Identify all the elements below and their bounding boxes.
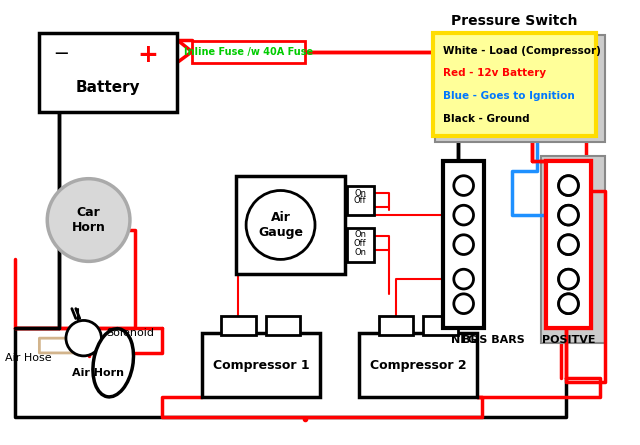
FancyBboxPatch shape [541, 156, 605, 343]
Circle shape [559, 269, 579, 289]
Circle shape [454, 205, 474, 225]
FancyBboxPatch shape [346, 228, 374, 263]
Text: On: On [355, 231, 366, 239]
FancyBboxPatch shape [443, 161, 484, 328]
Text: Red - 12v Battery: Red - 12v Battery [443, 69, 546, 78]
Text: Car
Horn: Car Horn [72, 206, 106, 234]
FancyBboxPatch shape [433, 33, 596, 136]
Circle shape [559, 176, 579, 195]
Ellipse shape [93, 329, 134, 397]
FancyBboxPatch shape [547, 161, 591, 328]
Circle shape [454, 176, 474, 195]
Text: BUS BARS: BUS BARS [462, 335, 525, 345]
Circle shape [246, 190, 315, 259]
Text: Compressor 1: Compressor 1 [212, 359, 309, 372]
Text: POSITVE: POSITVE [541, 335, 595, 345]
Circle shape [559, 205, 579, 225]
Circle shape [454, 294, 474, 314]
Text: Off: Off [354, 239, 367, 248]
Text: Black - Ground: Black - Ground [443, 113, 530, 124]
Text: Air
Gauge: Air Gauge [258, 211, 303, 239]
FancyBboxPatch shape [236, 176, 344, 274]
Text: Inline Fuse /w 40A Fuse: Inline Fuse /w 40A Fuse [184, 47, 313, 57]
FancyBboxPatch shape [423, 316, 458, 335]
Text: Air Horn: Air Horn [72, 368, 124, 378]
Text: On: On [355, 189, 366, 198]
Text: Solenoid: Solenoid [106, 328, 154, 338]
FancyBboxPatch shape [547, 161, 591, 328]
Text: White - Load (Compressor): White - Load (Compressor) [443, 46, 601, 56]
Circle shape [559, 294, 579, 314]
Text: Pressure Switch: Pressure Switch [451, 14, 578, 28]
Circle shape [47, 179, 130, 261]
Circle shape [559, 235, 579, 255]
Text: Battery: Battery [76, 80, 141, 95]
Circle shape [66, 320, 101, 356]
Circle shape [454, 235, 474, 255]
Circle shape [559, 176, 579, 195]
FancyBboxPatch shape [221, 316, 256, 335]
Text: Off: Off [354, 196, 367, 205]
FancyBboxPatch shape [40, 33, 177, 112]
Text: Air Hose: Air Hose [5, 353, 52, 363]
Circle shape [559, 294, 579, 314]
Circle shape [559, 205, 579, 225]
FancyBboxPatch shape [192, 41, 305, 63]
FancyBboxPatch shape [359, 333, 477, 397]
Text: On: On [355, 248, 366, 257]
FancyBboxPatch shape [435, 35, 605, 142]
Circle shape [559, 235, 579, 255]
FancyBboxPatch shape [202, 333, 320, 397]
Text: Blue - Goes to Ignition: Blue - Goes to Ignition [443, 91, 575, 101]
FancyBboxPatch shape [379, 316, 413, 335]
Text: +: + [137, 43, 158, 67]
Circle shape [559, 269, 579, 289]
Text: Compressor 2: Compressor 2 [370, 359, 467, 372]
FancyBboxPatch shape [266, 316, 300, 335]
Circle shape [454, 269, 474, 289]
FancyBboxPatch shape [346, 186, 374, 215]
Text: ─: ─ [55, 45, 67, 64]
Text: NEG: NEG [451, 335, 477, 345]
